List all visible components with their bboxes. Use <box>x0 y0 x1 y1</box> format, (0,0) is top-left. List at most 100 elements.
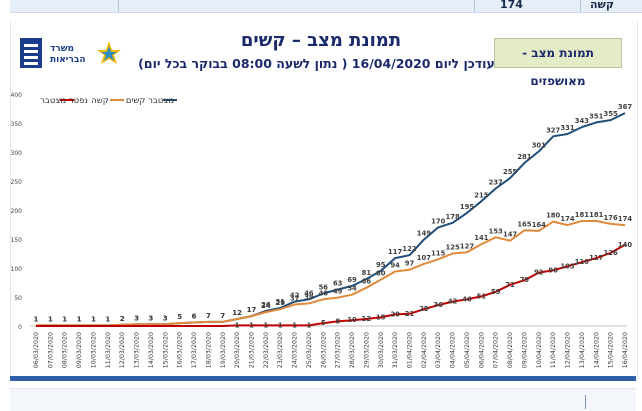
data-label: 8 <box>335 317 340 325</box>
data-label: 12 <box>232 309 242 317</box>
data-label: 1 <box>91 315 96 323</box>
x-tick-label: 08/04/2020 <box>507 332 514 368</box>
x-tick-label: 16/04/2020 <box>622 332 629 368</box>
data-label: 46 <box>319 289 329 297</box>
y-tick-label: 100 <box>11 266 23 273</box>
star-logo-icon <box>97 41 121 64</box>
data-label: 181 <box>589 211 603 219</box>
x-tick-label: 07/03/2020 <box>47 332 54 368</box>
data-label: 327 <box>546 126 560 134</box>
data-label: 59 <box>491 288 501 296</box>
x-tick-label: 24/03/2020 <box>292 332 299 368</box>
x-tick-label: 14/04/2020 <box>593 332 600 368</box>
x-tick-label: 01/04/2020 <box>407 332 414 368</box>
x-tick-label: 09/03/2020 <box>76 332 83 368</box>
x-tick-label: 05/04/2020 <box>464 332 471 368</box>
x-tick-label: 12/03/2020 <box>119 332 126 368</box>
data-label: 81 <box>362 269 372 277</box>
x-tick-label: 27/03/2020 <box>335 332 342 368</box>
data-label: 355 <box>604 110 618 118</box>
data-label: 141 <box>474 234 488 242</box>
data-label: 281 <box>517 153 531 161</box>
data-label: 115 <box>431 249 445 257</box>
data-label: 110 <box>575 258 589 266</box>
y-tick-label: 300 <box>11 150 23 157</box>
x-tick-label: 11/04/2020 <box>550 332 557 368</box>
data-label: 20 <box>390 310 400 318</box>
data-label: 17 <box>247 306 257 314</box>
data-label: 1 <box>263 321 268 329</box>
x-tick-label: 19/03/2020 <box>220 332 227 368</box>
summary-label: קשה <box>590 0 614 11</box>
x-tick-label: 22/03/2020 <box>263 332 270 368</box>
data-label: 94 <box>390 261 400 269</box>
data-label: 343 <box>575 117 589 125</box>
y-tick-label: 250 <box>11 179 23 186</box>
data-label: 237 <box>489 179 503 187</box>
data-label: 42 <box>290 292 300 300</box>
data-label: 1 <box>48 315 53 323</box>
data-label: 63 <box>333 279 343 287</box>
series-line-2 <box>36 220 626 327</box>
data-label: 165 <box>517 220 531 228</box>
data-label: 5 <box>321 319 326 327</box>
data-label: 3 <box>134 314 139 322</box>
x-tick-label: 04/04/2020 <box>450 332 457 368</box>
data-label: 1 <box>91 315 96 323</box>
data-label: 6 <box>192 313 197 321</box>
data-label: 301 <box>532 141 546 149</box>
data-label: 176 <box>604 214 618 222</box>
x-tick-label: 28/03/2020 <box>349 332 356 368</box>
data-label: 1 <box>77 315 82 323</box>
data-label: 147 <box>503 231 517 239</box>
footer-divider <box>585 395 586 409</box>
legend-label-3: נפטר מצטבר <box>40 96 88 106</box>
data-label: 255 <box>503 168 517 176</box>
data-label: 69 <box>347 276 357 284</box>
data-label: 7 <box>206 312 211 320</box>
data-label: 29 <box>419 305 429 313</box>
x-tick-label: 03/04/2020 <box>435 332 442 368</box>
data-label: 7 <box>220 312 225 320</box>
data-label: 92 <box>534 269 544 277</box>
x-tick-label: 29/03/2020 <box>363 332 370 368</box>
x-tick-label: 16/03/2020 <box>177 332 184 368</box>
data-label: 79 <box>520 276 530 284</box>
data-label: 5 <box>177 313 182 321</box>
data-label: 95 <box>376 261 386 269</box>
data-label: 164 <box>532 221 546 229</box>
logo-text: משרד הבריאות <box>50 44 86 66</box>
data-label: 1 <box>34 315 39 323</box>
data-label: 71 <box>505 281 515 289</box>
data-label: 12 <box>362 315 372 323</box>
top-summary-bar: 174 קשה <box>0 0 642 14</box>
y-tick-label: 0 <box>18 324 22 331</box>
data-label: 127 <box>460 242 474 250</box>
data-label: 367 <box>618 103 632 111</box>
series-line-3 <box>36 243 626 327</box>
x-tick-label: 13/03/2020 <box>134 332 141 368</box>
data-label: 42 <box>448 298 458 306</box>
data-label: 170 <box>431 217 445 225</box>
data-label: 36 <box>434 301 444 309</box>
menorah-icon <box>20 38 42 68</box>
legend-label-2: קשה <box>91 96 109 106</box>
x-tick-label: 06/03/2020 <box>33 332 40 368</box>
ministry-logo: משרד הבריאות <box>20 38 130 74</box>
data-label: 1 <box>77 315 82 323</box>
data-label: 54 <box>347 285 357 293</box>
x-tick-label: 21/03/2020 <box>248 332 255 368</box>
chart-card <box>10 22 638 380</box>
x-tick-label: 14/03/2020 <box>148 332 155 368</box>
data-label: 7 <box>206 312 211 320</box>
data-label: 215 <box>474 191 488 199</box>
data-label: 46 <box>462 295 472 303</box>
x-tick-label: 12/04/2020 <box>565 332 572 368</box>
data-label: 126 <box>604 249 618 257</box>
data-label: 21 <box>405 310 415 318</box>
data-label: 125 <box>446 244 460 252</box>
x-tick-label: 20/03/2020 <box>234 332 241 368</box>
page-title: תמונת מצב – קשים <box>240 30 402 51</box>
data-label: 3 <box>163 314 168 322</box>
